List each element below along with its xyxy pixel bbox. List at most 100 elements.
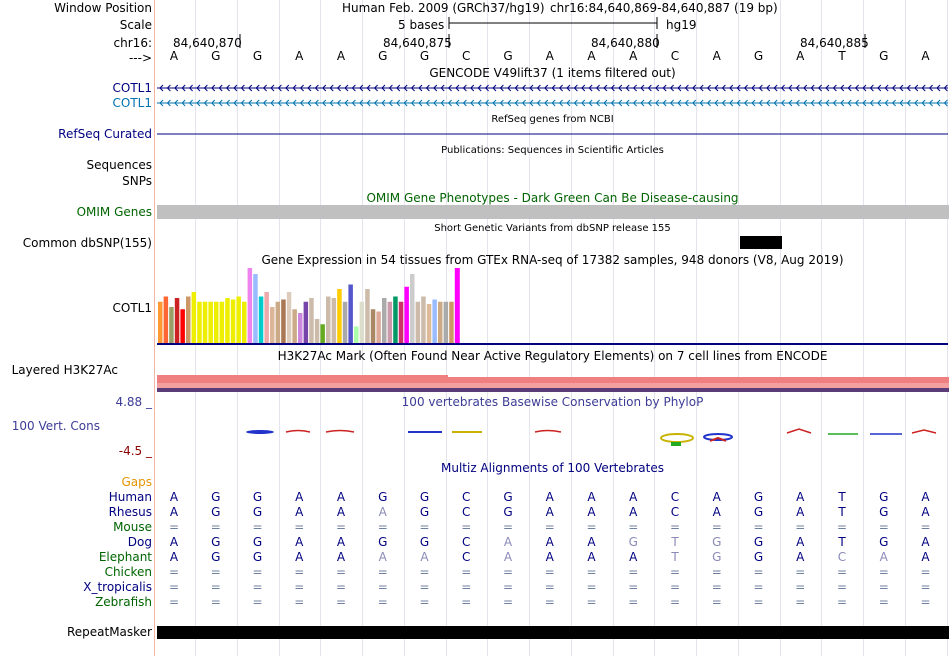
gtex-tissue-bar[interactable] (303, 301, 309, 343)
gtex-tissue-bar[interactable] (398, 301, 404, 343)
gtex-tissue-bar[interactable] (258, 296, 264, 344)
gtex-tissue-bar[interactable] (230, 299, 236, 344)
strand-chevron (647, 99, 652, 107)
gtex-tissue-bar[interactable] (454, 268, 460, 343)
gtex-tissue-bar[interactable] (432, 299, 437, 344)
strand-chevron (877, 84, 882, 92)
label-gtex-gene[interactable]: COTL1 (112, 301, 152, 315)
gtex-tissue-bar[interactable] (404, 286, 409, 343)
gtex-tissue-bar[interactable] (376, 311, 381, 344)
gtex-tissue-bar[interactable] (438, 301, 443, 343)
gtex-tissue-bar[interactable] (169, 307, 174, 343)
strand-chevron (936, 99, 941, 107)
gtex-tissue-bar[interactable] (225, 298, 230, 343)
gtex-tissue-bar[interactable] (242, 301, 247, 343)
gtex-tissue-bar[interactable] (309, 298, 314, 343)
strand-chevron (366, 84, 371, 92)
gtex-tissue-bar[interactable] (202, 301, 208, 343)
label-omim-genes[interactable]: OMIM Genes (76, 205, 152, 219)
gtex-tissue-bar[interactable] (219, 301, 225, 343)
gtex-tissue-bar[interactable] (286, 292, 292, 343)
label-layered-h3k27ac[interactable]: Layered H3K27Ac (11, 363, 118, 377)
gtex-tissue-bar[interactable] (180, 309, 185, 343)
repeatmasker-bar[interactable] (157, 626, 949, 639)
gtex-tissue-bar[interactable] (337, 289, 342, 343)
label-repeatmasker[interactable]: RepeatMasker (66, 625, 152, 639)
gtex-tissue-bar[interactable] (370, 309, 376, 343)
gtex-tissue-bar[interactable] (298, 313, 303, 343)
gtex-tissue-bar[interactable] (281, 299, 286, 344)
sequence-base: G (252, 49, 263, 63)
strand-chevron (388, 99, 393, 107)
gtex-tissue-bar[interactable] (314, 319, 320, 343)
label-common-dbsnp[interactable]: Common dbSNP(155) (22, 236, 152, 250)
species-label-dog[interactable]: Dog (127, 535, 152, 549)
species-label-human[interactable]: Human (108, 490, 152, 504)
gtex-tissue-bar[interactable] (191, 292, 197, 343)
gtex-tissue-bar[interactable] (158, 301, 163, 343)
gtex-tissue-bar[interactable] (354, 326, 359, 344)
strand-chevron (551, 84, 556, 92)
label-100-vert-cons[interactable]: 100 Vert. Cons (11, 419, 100, 433)
gtex-tissue-bar[interactable] (163, 296, 169, 344)
alignment-base: = (294, 565, 305, 579)
label-cotl1-gencode-1[interactable]: COTL1 (112, 81, 152, 95)
species-label-mouse[interactable]: Mouse (113, 520, 152, 534)
alignment-base: A (629, 505, 638, 519)
gtex-tissue-bar[interactable] (275, 301, 281, 343)
gtex-tissue-bar[interactable] (382, 298, 387, 343)
strand-chevron (669, 84, 674, 92)
species-label-elephant[interactable]: Elephant (98, 550, 152, 564)
conservation-logo[interactable] (246, 428, 937, 446)
gtex-tissue-bar[interactable] (208, 301, 213, 343)
gtex-tissue-bar[interactable] (348, 284, 353, 344)
gtex-tissue-bar[interactable] (214, 301, 219, 343)
omim-gene-bar[interactable] (157, 205, 949, 219)
gtex-tissue-bar[interactable] (387, 301, 393, 343)
gtex-bar-chart[interactable] (158, 268, 460, 343)
gtex-tissue-bar[interactable] (247, 268, 253, 343)
gtex-tissue-bar[interactable] (270, 307, 275, 343)
label-snps[interactable]: SNPs (122, 174, 152, 188)
alignment-base: A (545, 535, 554, 549)
alignment-base: = (628, 565, 639, 579)
gtex-tissue-bar[interactable] (264, 292, 269, 343)
gtex-tissue-bar[interactable] (292, 309, 297, 343)
species-label-rhesus[interactable]: Rhesus (108, 505, 152, 519)
strand-chevron (721, 99, 726, 107)
gtex-tissue-bar[interactable] (410, 274, 415, 343)
gtex-tissue-bar[interactable] (393, 296, 398, 344)
strand-chevron (677, 99, 682, 107)
species-label-zebrafish[interactable]: Zebrafish (95, 595, 152, 609)
gtex-tissue-bar[interactable] (331, 298, 337, 343)
strand-chevron (825, 84, 830, 92)
gtex-tissue-bar[interactable] (342, 301, 348, 343)
gtex-tissue-bar[interactable] (415, 301, 421, 343)
gtex-tissue-bar[interactable] (326, 296, 331, 344)
h3k27ac-signal[interactable] (157, 375, 949, 392)
strand-chevron (655, 84, 660, 92)
species-label-x_tropicalis[interactable]: X_tropicalis (83, 580, 152, 594)
gtex-tissue-bar[interactable] (365, 289, 370, 343)
label-refseq-curated[interactable]: RefSeq Curated (58, 127, 152, 141)
gtex-tissue-bar[interactable] (421, 296, 426, 344)
gtex-tissue-bar[interactable] (186, 296, 191, 344)
gtex-tissue-bar[interactable] (174, 298, 180, 343)
gtex-tissue-bar[interactable] (426, 304, 432, 343)
label-cotl1-gencode-2[interactable]: COTL1 (112, 96, 152, 110)
gtex-tissue-bar[interactable] (359, 301, 365, 343)
gtex-tissue-bar[interactable] (320, 324, 325, 343)
dbsnp-variant[interactable] (740, 236, 782, 249)
gtex-tissue-bar[interactable] (443, 301, 449, 343)
gtex-tissue-bar[interactable] (449, 301, 454, 343)
label-gaps[interactable]: Gaps (121, 475, 152, 489)
label-sequences[interactable]: Sequences (86, 158, 152, 172)
gtex-tissue-bar[interactable] (253, 274, 258, 343)
species-label-chicken[interactable]: Chicken (104, 565, 152, 579)
gtex-tissue-bar[interactable] (197, 301, 202, 343)
strand-chevron (906, 99, 911, 107)
gtex-tissue-bar[interactable] (236, 296, 241, 344)
strand-chevron (936, 84, 941, 92)
strand-chevron (359, 84, 364, 92)
alignment-base: = (586, 565, 597, 579)
